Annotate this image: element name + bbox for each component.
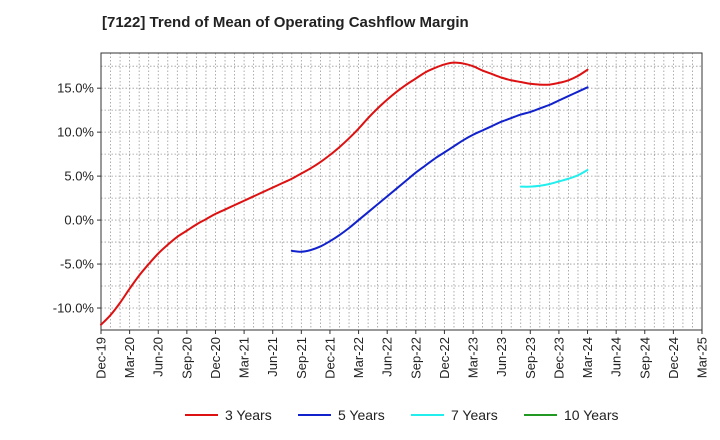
plot-area <box>101 53 702 330</box>
x-tick-label: Mar-23 <box>466 337 481 378</box>
x-tick-label: Dec-24 <box>666 337 681 379</box>
x-tick-label: Jun-21 <box>265 337 280 377</box>
x-tick-label: Dec-21 <box>322 337 337 379</box>
x-tick-label: Jun-24 <box>609 337 624 377</box>
x-tick-label: Jun-23 <box>494 337 509 377</box>
x-tick-label: Mar-20 <box>122 337 137 378</box>
x-tick-label: Mar-24 <box>580 337 595 378</box>
series-line-3-years <box>100 61 589 326</box>
x-tick-label: Sep-22 <box>408 337 423 379</box>
x-tick-label: Jun-22 <box>380 337 395 377</box>
x-tick-label: Mar-25 <box>695 337 710 378</box>
series-line-7-years <box>519 168 589 188</box>
legend-label-3-years: 3 Years <box>225 407 272 423</box>
y-tick-label: 10.0% <box>57 125 94 140</box>
y-tick-label: -10.0% <box>53 301 95 316</box>
y-tick-label: 15.0% <box>57 81 94 96</box>
x-tick-label: Sep-20 <box>179 337 194 379</box>
y-tick-label: -5.0% <box>60 257 94 272</box>
x-tick-label: Dec-23 <box>551 337 566 379</box>
x-tick-label: Mar-22 <box>351 337 366 378</box>
plot-border <box>100 52 703 331</box>
x-tick-label: Sep-23 <box>523 337 538 379</box>
x-tick-label: Sep-21 <box>294 337 309 379</box>
x-tick-label: Dec-20 <box>208 337 223 379</box>
x-tick-label: Dec-19 <box>94 337 109 379</box>
legend-label-10-years: 10 Years <box>564 407 619 423</box>
legend-label-5-years: 5 Years <box>338 407 385 423</box>
legend-label-7-years: 7 Years <box>451 407 498 423</box>
x-tick-label: Jun-20 <box>151 337 166 377</box>
x-tick-label: Mar-21 <box>237 337 252 378</box>
series-line-5-years <box>290 86 589 253</box>
y-tick-label: 0.0% <box>64 213 94 228</box>
y-tick-label: 5.0% <box>64 169 94 184</box>
x-tick-label: Dec-22 <box>437 337 452 379</box>
legend: 3 Years 5 Years 7 Years 10 Years <box>185 407 619 423</box>
chart-title: [7122] Trend of Mean of Operating Cashfl… <box>102 14 469 31</box>
x-tick-label: Sep-24 <box>637 337 652 379</box>
